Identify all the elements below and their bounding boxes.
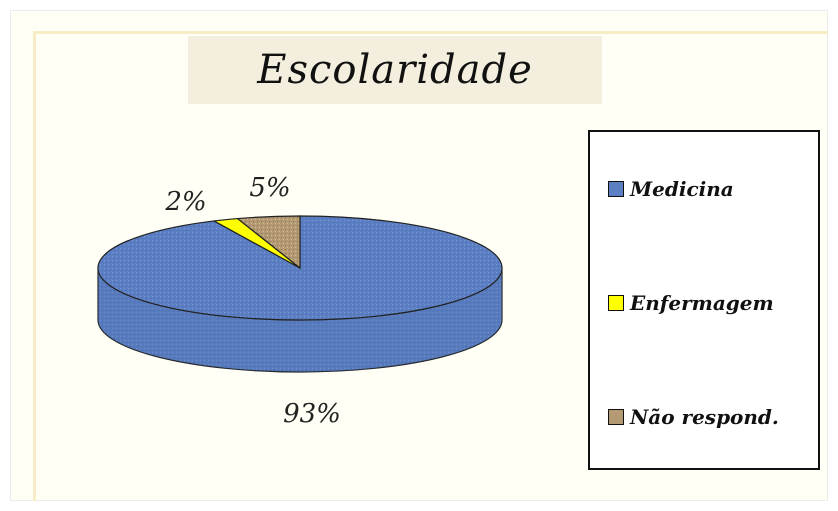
legend: Medicina Enfermagem Não respond.	[588, 130, 820, 470]
chart-area	[33, 31, 828, 501]
legend-item-medicina: Medicina	[608, 174, 734, 204]
title-box: Escolaridade	[188, 36, 602, 104]
legend-swatch-medicina	[608, 181, 624, 197]
legend-swatch-enfermagem	[608, 295, 624, 311]
chart-title: Escolaridade	[257, 47, 533, 93]
legend-item-enfermagem: Enfermagem	[608, 288, 774, 318]
legend-label-medicina: Medicina	[630, 177, 734, 201]
legend-label-enfermagem: Enfermagem	[630, 291, 774, 315]
legend-swatch-nao-respond	[608, 409, 624, 425]
legend-label-nao-respond: Não respond.	[630, 405, 779, 429]
slice-nao-respond	[236, 215, 301, 270]
data-label-nao-respond: 5%	[249, 173, 290, 203]
legend-item-nao-respond: Não respond.	[608, 402, 779, 432]
data-label-enfermagem: 2%	[164, 187, 206, 217]
data-label-medicina: 93%	[283, 399, 341, 429]
